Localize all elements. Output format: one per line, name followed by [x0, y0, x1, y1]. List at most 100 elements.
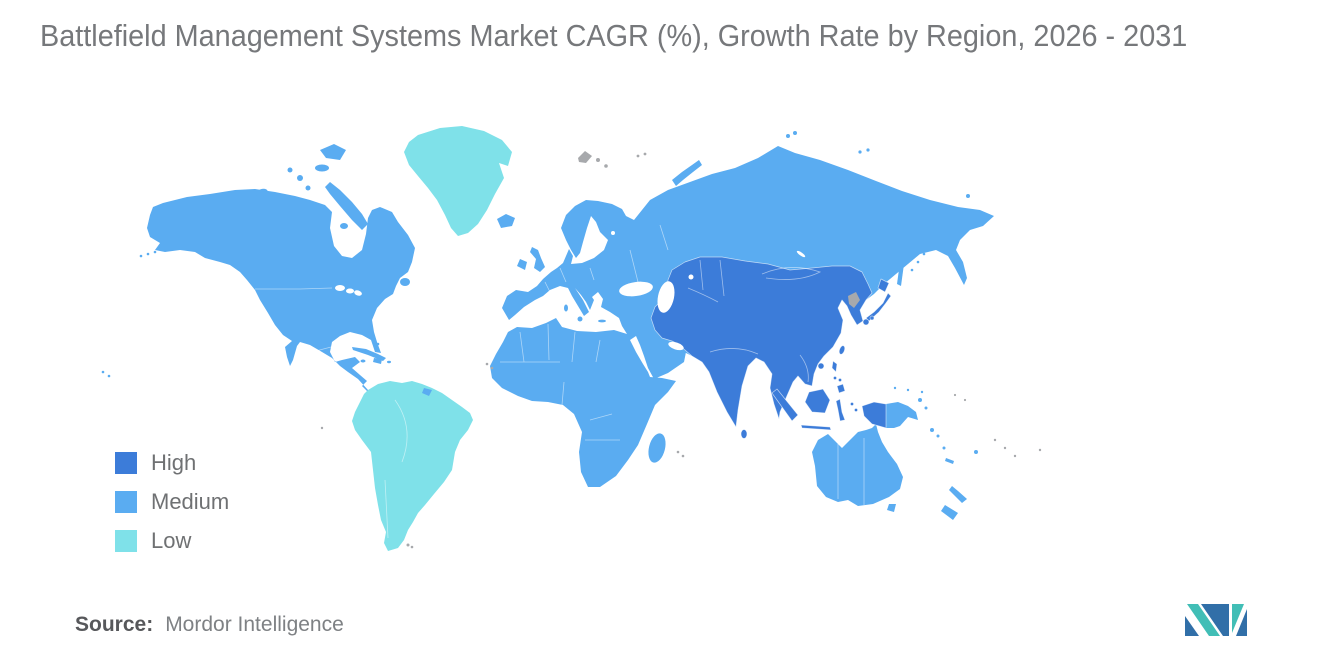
philippines-luzon — [831, 360, 838, 373]
jamaica — [360, 359, 366, 363]
new-zealand-north — [949, 486, 967, 503]
bahamas — [376, 342, 380, 346]
polynesia-islet — [1013, 454, 1017, 458]
sulawesi — [835, 398, 846, 422]
franz-josef-land — [636, 154, 640, 158]
svalbard-islet — [604, 164, 608, 168]
banks-island — [256, 188, 268, 198]
aleutians — [146, 252, 150, 256]
puerto-rico — [387, 360, 391, 364]
marshall-islands — [953, 393, 957, 397]
hispaniola — [373, 358, 382, 364]
indonesia-java — [800, 424, 832, 431]
falkland-islands — [410, 545, 414, 549]
persian-gulf — [668, 341, 684, 351]
indonesia-sumatra — [771, 388, 799, 422]
victoria-island — [269, 195, 293, 211]
cape-verde — [485, 362, 489, 366]
moluccas — [850, 402, 854, 406]
legend-item-low: Low — [115, 529, 229, 552]
solomon-islands — [930, 428, 934, 432]
great-lake — [335, 285, 345, 291]
kuril-islands — [922, 252, 926, 256]
hainan — [817, 362, 825, 370]
french-guiana — [422, 388, 432, 396]
chart-title: Battlefield Management Systems Market CA… — [40, 18, 1188, 53]
japan-shikoku — [869, 315, 875, 321]
arctic-islet — [305, 185, 311, 191]
kuril-islands — [916, 260, 920, 264]
micronesia — [893, 386, 897, 390]
philippines-mindanao — [836, 383, 846, 394]
logo-shape-blue-left — [1185, 616, 1199, 636]
franz-josef-land — [643, 152, 647, 156]
borneo — [804, 388, 831, 414]
arctic-islet — [297, 175, 303, 181]
papua-new-guinea — [886, 402, 918, 428]
sakhalin — [897, 262, 904, 286]
mauritius — [676, 450, 680, 454]
philippines-visayas — [833, 376, 837, 380]
kuril-islands — [910, 268, 914, 272]
hawaii — [101, 370, 105, 374]
crete — [598, 319, 606, 323]
source-label: Source: — [75, 613, 154, 636]
logo-shape-blue-center — [1201, 604, 1229, 636]
moluccas — [854, 408, 858, 412]
legend: High Medium Low — [115, 451, 229, 568]
cuba — [352, 347, 386, 361]
legend-item-medium: Medium — [115, 490, 229, 513]
australia — [812, 424, 903, 506]
newfoundland — [400, 278, 410, 286]
great-britain — [530, 247, 545, 272]
aleutians — [139, 254, 143, 258]
southampton-island — [340, 223, 348, 229]
legend-label-high: High — [151, 449, 197, 475]
vanuatu — [936, 434, 940, 438]
no-data-regions — [320, 151, 1042, 549]
new-siberian-islands — [858, 150, 862, 154]
bismarck-islands — [918, 398, 922, 402]
severnaya-zemlya — [793, 131, 797, 135]
svalbard-islet — [596, 158, 600, 162]
high-growth-regions — [650, 256, 892, 439]
logo-shape-teal-stripe — [1187, 604, 1220, 636]
source-line: Source: Mordor Intelligence — [75, 613, 344, 637]
micronesia — [906, 388, 910, 392]
legend-swatch-high — [115, 451, 137, 474]
micronesia — [920, 390, 924, 394]
novaya-zemlya — [672, 160, 702, 186]
japan-hokkaido — [877, 278, 890, 293]
marshall-islands — [963, 398, 967, 402]
sicily — [577, 316, 583, 322]
baffin-island — [325, 182, 368, 230]
svalbard — [578, 151, 592, 163]
low-growth-regions — [352, 126, 512, 551]
polynesia-islet — [993, 438, 997, 442]
reunion — [681, 454, 685, 458]
great-lake — [354, 290, 362, 296]
wrangel-island — [966, 194, 970, 198]
north-korea — [848, 292, 860, 308]
region-north-america — [147, 189, 415, 397]
sardinia — [564, 304, 568, 312]
lake-ladoga — [611, 231, 615, 235]
source-value: Mordor Intelligence — [165, 613, 344, 636]
tasmania — [887, 504, 896, 512]
ireland — [517, 259, 527, 270]
japan-kyushu — [862, 318, 870, 326]
logo-shape-blue-right — [1236, 609, 1247, 636]
region-south-america — [352, 381, 473, 551]
caspian-sea — [657, 281, 675, 313]
solomon-islands — [924, 406, 928, 410]
arctic-islet — [287, 167, 293, 173]
legend-item-high: High — [115, 451, 229, 474]
new-siberian-islands — [866, 148, 870, 152]
vanuatu — [942, 446, 946, 450]
fiji — [974, 450, 978, 454]
new-zealand-south — [941, 505, 958, 520]
philippines-visayas — [838, 378, 842, 382]
region-greenland — [404, 126, 512, 236]
